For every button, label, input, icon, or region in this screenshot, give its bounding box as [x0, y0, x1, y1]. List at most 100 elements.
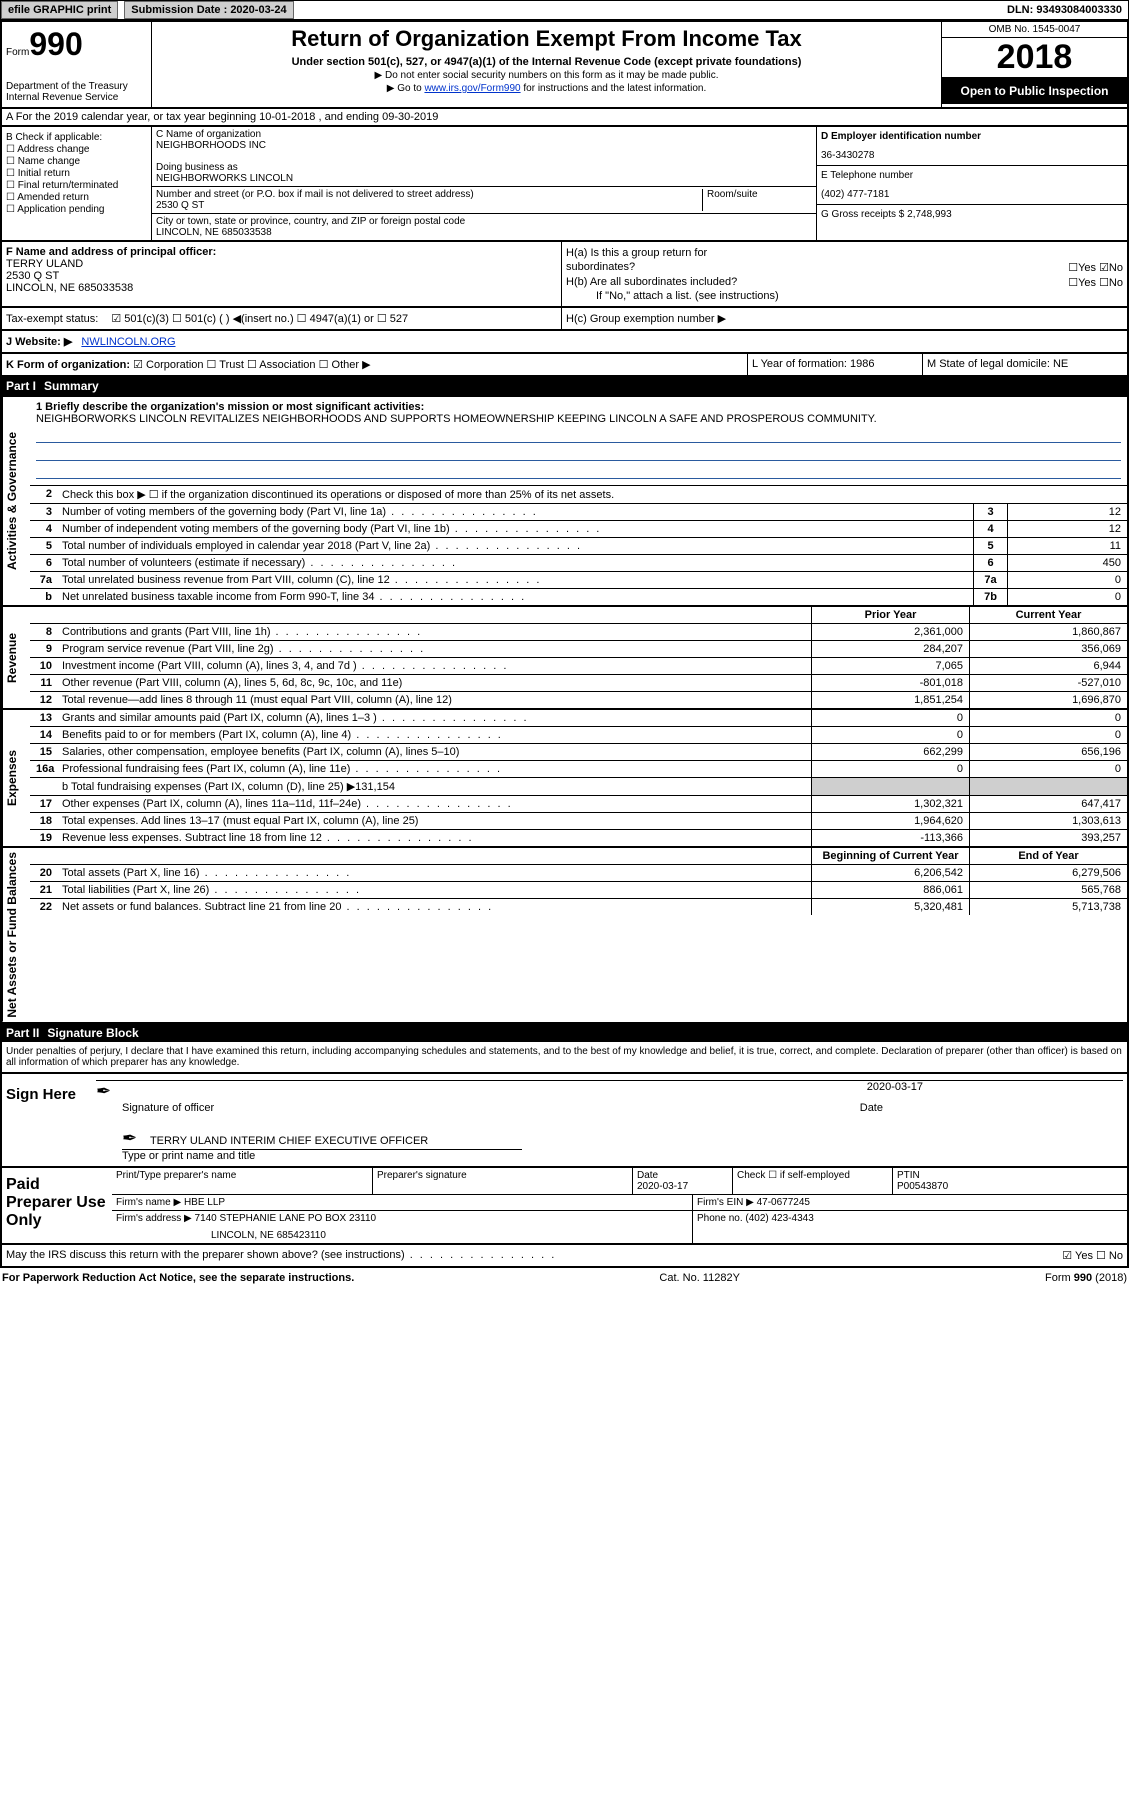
line8: Contributions and grants (Part VIII, lin…	[58, 624, 811, 640]
b-header: B Check if applicable:	[6, 132, 147, 143]
line13-curr: 0	[969, 710, 1127, 726]
part1-header: Part I Summary	[0, 377, 1129, 395]
line12-curr: 1,696,870	[969, 692, 1127, 708]
line6-val: 450	[1007, 555, 1127, 571]
discuss-answer[interactable]: ☑ Yes ☐ No	[1062, 1249, 1123, 1262]
line3-text: Number of voting members of the governin…	[58, 504, 973, 520]
net-vlabel: Net Assets or Fund Balances	[2, 848, 30, 1022]
line16a-curr: 0	[969, 761, 1127, 777]
efile-print-button[interactable]: efile GRAPHIC print	[1, 1, 118, 19]
ln-4: 4	[30, 521, 58, 537]
chk-final-return[interactable]: ☐ Final return/terminated	[6, 180, 147, 191]
line11: Other revenue (Part VIII, column (A), li…	[58, 675, 811, 691]
paid-preparer-block: Paid Preparer Use Only Print/Type prepar…	[0, 1168, 1129, 1245]
section-c: C Name of organization NEIGHBORHOODS INC…	[152, 127, 817, 240]
tax-options[interactable]: ☑ 501(c)(3) ☐ 501(c) ( ) ◀(insert no.) ☐…	[111, 313, 408, 325]
line20: Total assets (Part X, line 16)	[58, 865, 811, 881]
line19: Revenue less expenses. Subtract line 18 …	[58, 830, 811, 846]
line16a-prior: 0	[811, 761, 969, 777]
line15-curr: 656,196	[969, 744, 1127, 760]
line2-text: Check this box ▶ ☐ if the organization d…	[58, 486, 1127, 503]
subtitle: Under section 501(c), 527, or 4947(a)(1)…	[156, 56, 937, 68]
section-l: L Year of formation: 1986	[747, 354, 922, 375]
line10-curr: 6,944	[969, 658, 1127, 674]
line16b: b Total fundraising expenses (Part IX, c…	[58, 778, 811, 795]
ha-answer[interactable]: ☐Yes ☑No	[1068, 261, 1123, 274]
page-title: Return of Organization Exempt From Incom…	[156, 26, 937, 52]
paid-preparer-label: Paid Preparer Use Only	[2, 1168, 112, 1243]
part2-title: Signature Block	[47, 1026, 138, 1040]
j-label: J Website: ▶	[6, 336, 72, 348]
ln-2: 2	[30, 486, 58, 503]
chk-application-pending[interactable]: ☐ Application pending	[6, 204, 147, 215]
chk-name-change[interactable]: ☐ Name change	[6, 156, 147, 167]
section-f: F Name and address of principal officer:…	[2, 242, 562, 306]
mission-text: NEIGHBORWORKS LINCOLN REVITALIZES NEIGHB…	[36, 413, 1121, 425]
revenue-section: Revenue Prior YearCurrent Year 8Contribu…	[0, 607, 1129, 710]
header-bar: efile GRAPHIC print Submission Date : 20…	[0, 0, 1129, 20]
ein-label: D Employer identification number	[821, 131, 1123, 142]
klm-row: K Form of organization: ☑ Corporation ☐ …	[0, 354, 1129, 377]
website-row: J Website: ▶ NWLINCOLN.ORG	[0, 331, 1129, 354]
tax-year: 2018	[942, 38, 1127, 78]
mission-box: 1 Briefly describe the organization's mi…	[30, 397, 1127, 486]
line5-val: 11	[1007, 538, 1127, 554]
line7a-val: 0	[1007, 572, 1127, 588]
phone-label: E Telephone number	[821, 170, 1123, 181]
room-label: Room/suite	[702, 189, 812, 211]
chk-initial-return[interactable]: ☐ Initial return	[6, 168, 147, 179]
phone-value: (402) 477-7181	[821, 189, 1123, 200]
expenses-section: Expenses 13Grants and similar amounts pa…	[0, 710, 1129, 848]
dba-label: Doing business as	[156, 162, 812, 173]
ln-7a: 7a	[30, 572, 58, 588]
year-cell: OMB No. 1545-0047 2018 Open to Public In…	[942, 22, 1127, 107]
prep-self-employed[interactable]: Check ☐ if self-employed	[732, 1168, 892, 1194]
line10: Investment income (Part VIII, column (A)…	[58, 658, 811, 674]
street-address: 2530 Q ST	[156, 200, 702, 211]
mission-line	[36, 445, 1121, 461]
section-k: K Form of organization: ☑ Corporation ☐ …	[2, 354, 747, 375]
line16b-prior-grey	[811, 778, 969, 795]
chk-amended[interactable]: ☐ Amended return	[6, 192, 147, 203]
line3-val: 12	[1007, 504, 1127, 520]
submission-date: Submission Date : 2020-03-24	[124, 1, 293, 19]
part2-header: Part II Signature Block	[0, 1024, 1129, 1042]
city-label: City or town, state or province, country…	[156, 216, 812, 227]
note-ssn: ▶ Do not enter social security numbers o…	[156, 70, 937, 81]
firm-phone: Phone no. (402) 423-4343	[692, 1211, 1127, 1243]
signature-intro: Under penalties of perjury, I declare th…	[0, 1042, 1129, 1074]
website-link[interactable]: NWLINCOLN.ORG	[81, 336, 175, 348]
hc-label: H(c) Group exemption number ▶	[562, 308, 1127, 329]
signature-arrow-icon: ✒	[122, 1128, 137, 1148]
begin-year-hdr: Beginning of Current Year	[811, 848, 969, 864]
hb-label: H(b) Are all subordinates included?	[566, 276, 737, 289]
irs-link[interactable]: www.irs.gov/Form990	[424, 83, 520, 94]
tax-label: Tax-exempt status:	[6, 313, 98, 325]
line14-prior: 0	[811, 727, 969, 743]
line17: Other expenses (Part IX, column (A), lin…	[58, 796, 811, 812]
k-options[interactable]: ☑ Corporation ☐ Trust ☐ Association ☐ Ot…	[133, 359, 370, 371]
hb-answer[interactable]: ☐Yes ☐No	[1068, 276, 1123, 289]
section-b: B Check if applicable: ☐ Address change …	[2, 127, 152, 240]
mission-line	[36, 463, 1121, 479]
line22-end: 5,713,738	[969, 899, 1127, 915]
net-assets-section: Net Assets or Fund Balances Beginning of…	[0, 848, 1129, 1024]
ein-value: 36-3430278	[821, 150, 1123, 161]
prep-date: Date2020-03-17	[632, 1168, 732, 1194]
line12: Total revenue—add lines 8 through 11 (mu…	[58, 692, 811, 708]
city-state-zip: LINCOLN, NE 685033538	[156, 227, 812, 238]
sign-here-label: Sign Here	[2, 1074, 92, 1166]
line9-prior: 284,207	[811, 641, 969, 657]
officer-name: TERRY ULAND	[6, 258, 557, 270]
line12-prior: 1,851,254	[811, 692, 969, 708]
section-m: M State of legal domicile: NE	[922, 354, 1127, 375]
section-a: A For the 2019 calendar year, or tax yea…	[0, 109, 1129, 127]
chk-address-change[interactable]: ☐ Address change	[6, 144, 147, 155]
sig-date-label: Date	[860, 1102, 883, 1114]
line16b-curr-grey	[969, 778, 1127, 795]
discuss-text: May the IRS discuss this return with the…	[6, 1249, 556, 1262]
line19-prior: -113,366	[811, 830, 969, 846]
omb-number: OMB No. 1545-0047	[942, 22, 1127, 38]
rev-vlabel: Revenue	[2, 607, 30, 708]
note-goto: ▶ Go to www.irs.gov/Form990 for instruct…	[156, 83, 937, 94]
